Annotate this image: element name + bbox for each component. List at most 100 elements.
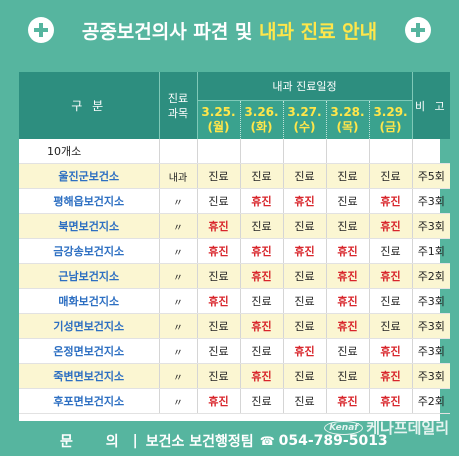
note-cell: 주3회 <box>412 313 451 339</box>
day-status: 휴진 <box>326 288 370 314</box>
day-status: 진료 <box>283 163 327 189</box>
plus-icon <box>405 17 431 43</box>
day-status: 진료 <box>326 163 370 189</box>
day-status: 휴진 <box>369 213 413 239</box>
subject-cell: 〃 <box>159 388 198 414</box>
table-row: 근남보건지소 〃 진료 휴진 진료 휴진 휴진 주2회 <box>19 263 451 289</box>
day-status: 휴진 <box>369 338 413 364</box>
day-status: 진료 <box>326 363 370 389</box>
note-cell: 주3회 <box>412 188 451 214</box>
day-status: 휴진 <box>240 363 284 389</box>
header-schedule: 내과 진료일정 <box>197 72 413 101</box>
header-note: 비 고 <box>411 72 451 139</box>
table-row: 평해읍보건지소 〃 진료 휴진 휴진 진료 휴진 주3회 <box>19 188 451 214</box>
note-cell: 주1회 <box>412 238 451 264</box>
subject-cell: 내과 <box>159 163 198 189</box>
group-label: 10개소 <box>19 139 160 164</box>
day-status: 진료 <box>369 238 413 264</box>
day-status: 휴진 <box>326 238 370 264</box>
clinic-name: 후포면보건지소 <box>19 388 160 414</box>
subject-cell: 〃 <box>159 313 198 339</box>
clinic-name: 울진군보건소 <box>19 163 160 189</box>
table-row: 울진군보건소 내과 진료 진료 진료 진료 진료 주5회 <box>19 163 451 189</box>
table-row: 북면보건지소 〃 휴진 진료 진료 진료 휴진 주3회 <box>19 213 451 239</box>
day-status: 휴진 <box>369 263 413 289</box>
subject-cell: 〃 <box>159 188 198 214</box>
schedule-table: 구 분 진료 과목 내과 진료일정 비 고 3.25. (월) 3.26. (화) 3.2… <box>19 72 451 421</box>
day-status: 진료 <box>283 213 327 239</box>
day-status: 진료 <box>240 288 284 314</box>
day-status: 진료 <box>283 263 327 289</box>
day-status: 휴진 <box>369 188 413 214</box>
day-status: 진료 <box>283 363 327 389</box>
header-day: 3.27. (수) <box>283 100 327 139</box>
day-status: 진료 <box>369 163 413 189</box>
footer: 문 의 | 보건소 보건행정팀 ☎ 054-789-5013 <box>0 425 459 456</box>
note-cell: 주5회 <box>412 163 451 189</box>
day-status: 휴진 <box>197 213 241 239</box>
separator: | <box>132 432 138 449</box>
day-status: 휴진 <box>326 388 370 414</box>
note-cell: 주3회 <box>412 213 451 239</box>
note-cell: 주2회 <box>412 388 451 414</box>
day-status: 진료 <box>326 188 370 214</box>
header-day: 3.25. (월) <box>197 100 241 139</box>
table-row: 죽변면보건지소 〃 진료 휴진 진료 진료 휴진 주3회 <box>19 363 451 389</box>
day-status: 진료 <box>326 338 370 364</box>
note-cell: 주2회 <box>412 263 451 289</box>
note-cell: 주3회 <box>412 363 451 389</box>
day-status: 휴진 <box>326 263 370 289</box>
subject-cell: 〃 <box>159 338 198 364</box>
day-status: 진료 <box>240 338 284 364</box>
phone-number: 054-789-5013 <box>278 432 388 449</box>
clinic-name: 매화보건지소 <box>19 288 160 314</box>
day-status: 휴진 <box>197 288 241 314</box>
day-status: 진료 <box>240 388 284 414</box>
table-row: 매화보건지소 〃 휴진 진료 진료 휴진 진료 주3회 <box>19 288 451 314</box>
plus-icon <box>28 17 54 43</box>
table-row: 온정면보건지소 〃 진료 진료 휴진 진료 휴진 주3회 <box>19 338 451 364</box>
day-status: 진료 <box>369 313 413 339</box>
day-status: 휴진 <box>326 313 370 339</box>
header-subject: 진료 과목 <box>159 72 198 139</box>
day-status: 휴진 <box>240 188 284 214</box>
title-bar: 공중보건의사 파견 및 내과 진료 안내 <box>0 0 459 60</box>
header-day: 3.26. (화) <box>240 100 284 139</box>
header-gu: 구 분 <box>19 72 160 139</box>
header-day: 3.28. (목) <box>326 100 370 139</box>
day-status: 휴진 <box>283 338 327 364</box>
watermark: Kenaf 케나프데일리 <box>324 417 449 438</box>
day-status: 진료 <box>197 263 241 289</box>
day-status: 진료 <box>197 363 241 389</box>
clinic-name: 평해읍보건지소 <box>19 188 160 214</box>
inquiry-label: 문 의 <box>60 433 133 450</box>
day-status: 휴진 <box>283 188 327 214</box>
subject-cell: 〃 <box>159 288 198 314</box>
table-row: 금강송보건지소 〃 휴진 휴진 휴진 휴진 진료 주1회 <box>19 238 451 264</box>
clinic-name: 기성면보건지소 <box>19 313 160 339</box>
day-status: 휴진 <box>369 363 413 389</box>
note-cell: 주3회 <box>412 288 451 314</box>
page-title: 공중보건의사 파견 및 내과 진료 안내 <box>81 20 378 43</box>
day-status: 진료 <box>197 188 241 214</box>
day-status: 진료 <box>240 213 284 239</box>
day-status: 휴진 <box>240 263 284 289</box>
day-status: 휴진 <box>283 238 327 264</box>
day-status: 진료 <box>197 338 241 364</box>
header-day: 3.29. (금) <box>369 100 413 139</box>
day-status: 진료 <box>369 288 413 314</box>
clinic-name: 죽변면보건지소 <box>19 363 160 389</box>
day-status: 휴진 <box>197 388 241 414</box>
watermark-text: 케나프데일리 <box>366 419 449 437</box>
clinic-name: 금강송보건지소 <box>19 238 160 264</box>
day-status: 진료 <box>240 163 284 189</box>
day-status: 휴진 <box>240 313 284 339</box>
day-status: 휴진 <box>240 238 284 264</box>
table-row: 기성면보건지소 〃 진료 휴진 진료 휴진 진료 주3회 <box>19 313 451 339</box>
clinic-name: 북면보건지소 <box>19 213 160 239</box>
day-status: 휴진 <box>369 388 413 414</box>
kenaf-logo: Kenaf <box>324 420 364 435</box>
clinic-name: 근남보건지소 <box>19 263 160 289</box>
table-row: 후포면보건지소 〃 휴진 진료 진료 휴진 휴진 주2회 <box>19 388 451 414</box>
dept-label: 보건소 보건행정팀 <box>145 433 254 450</box>
